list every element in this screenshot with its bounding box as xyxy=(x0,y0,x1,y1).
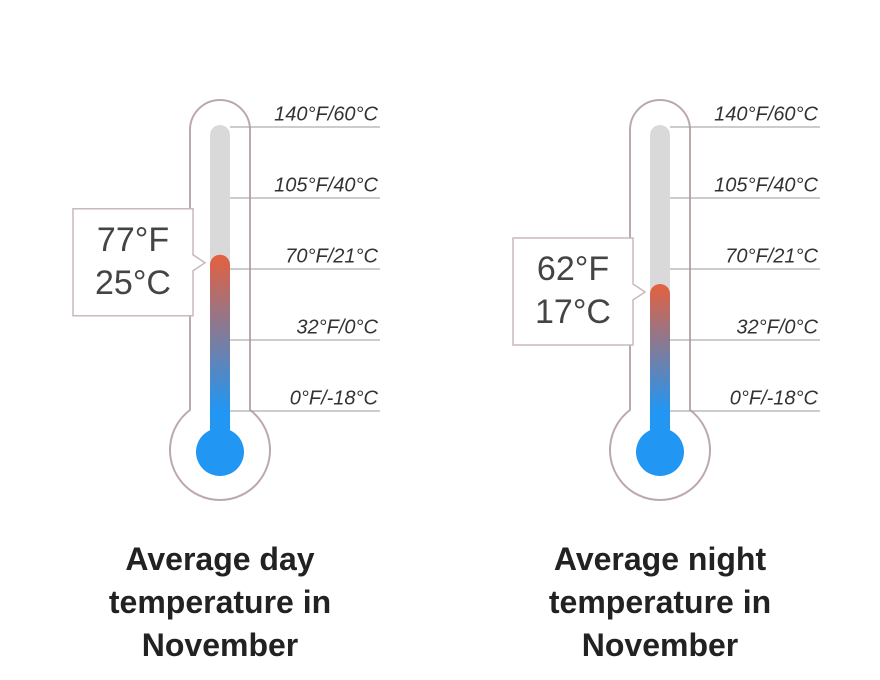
celsius-label: 17°C xyxy=(535,293,611,331)
tick-label: 0°F/-18°C xyxy=(290,387,379,409)
chart-title: Average day temperature in November xyxy=(108,541,332,663)
tick-label: 70°F/21°C xyxy=(285,245,378,267)
fluid xyxy=(650,283,670,441)
bulb xyxy=(196,428,244,476)
tick-label: 32°F/0°C xyxy=(736,316,818,338)
tick-label: 0°F/-18°C xyxy=(730,387,819,409)
callout-box xyxy=(512,237,647,346)
tick-label: 140°F/60°C xyxy=(714,103,818,125)
tick-label: 32°F/0°C xyxy=(296,316,378,338)
tick-label: 105°F/40°C xyxy=(274,174,378,196)
celsius-label: 25°C xyxy=(95,264,171,302)
tick-label: 70°F/21°C xyxy=(725,245,818,267)
chart-title: Average night temperature in November xyxy=(548,541,772,663)
value-label: 77°F xyxy=(97,221,169,259)
fluid xyxy=(210,254,230,441)
tick-label: 140°F/60°C xyxy=(274,103,378,125)
callout-box xyxy=(72,208,207,317)
chart: 0°F/-18°C 32°F/0°C 70°F/21°C 105°F/40°C 140°… xyxy=(72,99,820,501)
bulb xyxy=(636,428,684,476)
value-label: 62°F xyxy=(537,250,609,288)
tick-label: 105°F/40°C xyxy=(714,174,818,196)
